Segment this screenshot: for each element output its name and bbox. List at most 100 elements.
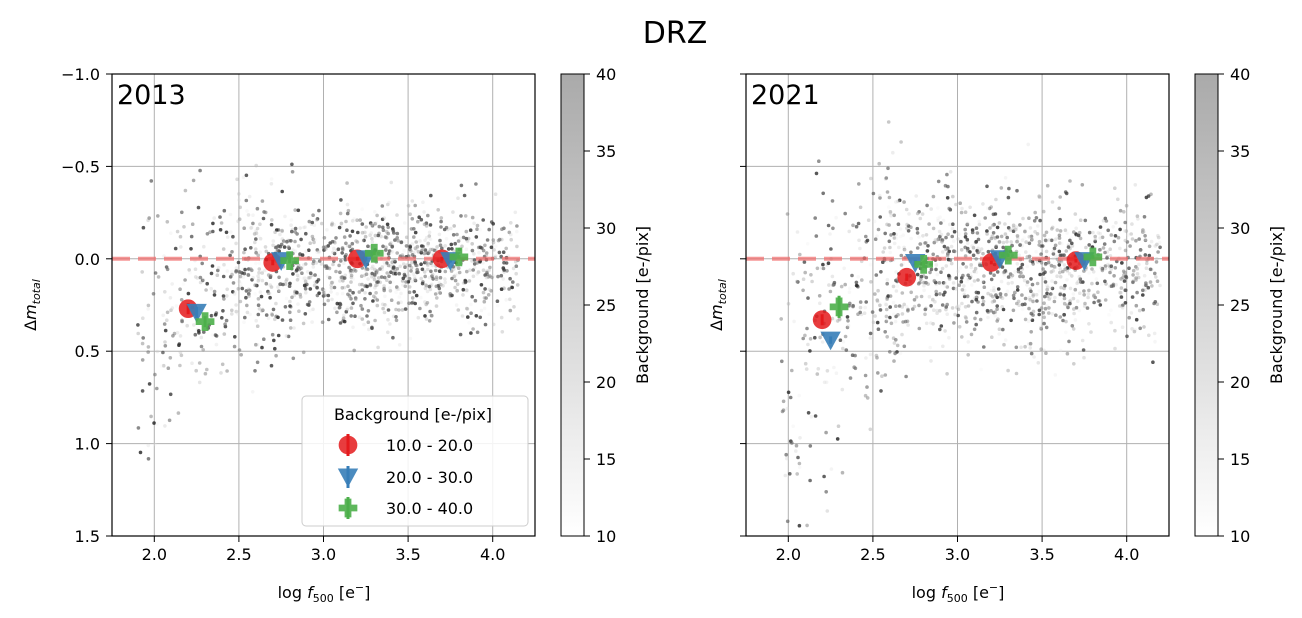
scatter-point — [891, 284, 896, 289]
scatter-point — [1084, 245, 1088, 250]
scatter-point — [1037, 194, 1041, 198]
scatter-point — [439, 219, 443, 224]
scatter-point — [381, 225, 385, 230]
scatter-point — [399, 240, 404, 244]
scatter-point — [410, 296, 415, 300]
scatter-point — [510, 285, 514, 290]
scatter-point — [350, 219, 355, 223]
scatter-point — [891, 300, 896, 305]
scatter-point — [963, 210, 968, 214]
scatter-point — [1108, 247, 1112, 251]
scatter-point — [846, 323, 851, 328]
scatter-point — [493, 254, 498, 259]
scatter-point — [814, 234, 819, 238]
scatter-point — [1120, 305, 1125, 310]
scatter-point — [1035, 299, 1039, 303]
scatter-point — [236, 219, 240, 224]
marker-triangle-down — [820, 331, 841, 351]
scatter-point — [465, 289, 469, 294]
scatter-point — [512, 305, 516, 309]
scatter-point — [386, 308, 391, 312]
scatter-point — [1077, 230, 1082, 235]
colorbar-tick-label: 25 — [596, 296, 616, 315]
scatter-point — [1031, 262, 1035, 266]
scatter-point — [1143, 238, 1148, 243]
scatter-point — [1028, 316, 1033, 321]
scatter-point — [513, 210, 518, 215]
scatter-point — [151, 292, 156, 296]
scatter-point — [965, 237, 970, 242]
scatter-point — [950, 234, 954, 239]
scatter-point — [906, 308, 910, 313]
scatter-point — [805, 523, 809, 528]
scatter-point — [1134, 317, 1139, 322]
scatter-point — [989, 288, 994, 293]
x-tick-label: 2.0 — [142, 545, 167, 564]
scatter-point — [254, 231, 259, 236]
scatter-point — [808, 444, 813, 448]
scatter-point — [463, 280, 468, 285]
scatter-point — [880, 374, 884, 379]
scatter-point — [339, 259, 343, 263]
scatter-point — [1028, 341, 1033, 346]
scatter-point — [1143, 234, 1147, 238]
scatter-point — [386, 252, 391, 256]
scatter-point — [1044, 325, 1049, 330]
scatter-point — [1137, 308, 1142, 313]
scatter-point — [949, 261, 954, 266]
scatter-point — [878, 196, 882, 200]
scatter-point — [165, 310, 170, 315]
scatter-point — [347, 244, 352, 249]
scatter-point — [218, 215, 222, 219]
scatter-point — [803, 333, 807, 338]
scatter-point — [1142, 229, 1146, 234]
scatter-point — [390, 260, 395, 265]
scatter-point — [1117, 304, 1122, 308]
scatter-point — [235, 177, 239, 182]
scatter-point — [848, 301, 852, 306]
scatter-point — [152, 421, 156, 425]
scatter-point — [1065, 303, 1070, 308]
scatter-point — [322, 248, 326, 252]
scatter-point — [178, 234, 183, 239]
scatter-point — [919, 294, 924, 299]
scatter-point — [465, 307, 470, 311]
scatter-point — [288, 326, 293, 330]
scatter-point — [960, 301, 964, 306]
scatter-point — [334, 236, 338, 240]
scatter-point — [1039, 252, 1043, 256]
scatter-point — [974, 297, 979, 302]
scatter-point — [299, 266, 303, 271]
scatter-point — [321, 245, 326, 250]
scatter-point — [839, 284, 844, 289]
marker-plus — [195, 312, 215, 331]
scatter-point — [1071, 296, 1076, 301]
scatter-point — [798, 436, 802, 440]
scatter-point — [788, 395, 793, 400]
scatter-point — [340, 286, 345, 290]
scatter-point — [904, 304, 909, 309]
scatter-point — [175, 330, 180, 335]
scatter-point — [444, 237, 449, 241]
scatter-point — [994, 244, 998, 249]
scatter-point — [425, 289, 430, 294]
scatter-point — [1133, 183, 1138, 187]
scatter-point — [892, 341, 897, 345]
scatter-point — [884, 314, 889, 319]
scatter-point — [492, 248, 496, 252]
scatter-point — [505, 269, 509, 273]
y-ticks — [740, 73, 746, 537]
scatter-point — [938, 234, 942, 239]
scatter-point — [1114, 220, 1118, 225]
scatter-point — [937, 229, 942, 234]
scatter-point — [945, 372, 949, 376]
scatter-point — [997, 240, 1002, 244]
scatter-point — [888, 245, 892, 250]
scatter-point — [159, 364, 164, 368]
scatter-point — [376, 345, 380, 350]
scatter-point — [947, 335, 951, 340]
scatter-point — [343, 273, 348, 278]
scatter-point — [218, 228, 223, 232]
scatter-point — [429, 282, 434, 287]
scatter-point — [1076, 279, 1080, 284]
